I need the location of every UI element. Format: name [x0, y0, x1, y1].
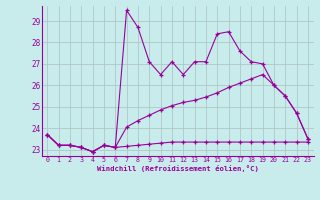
X-axis label: Windchill (Refroidissement éolien,°C): Windchill (Refroidissement éolien,°C)	[97, 165, 259, 172]
